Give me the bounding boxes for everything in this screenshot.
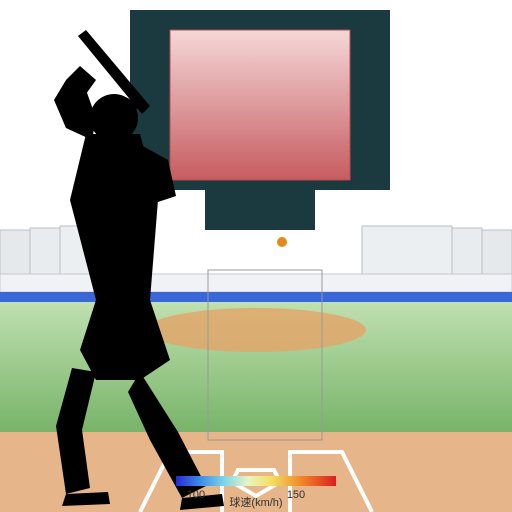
chart-svg: 100 150 球速(km/h)	[0, 0, 512, 512]
colorbar-gradient	[176, 476, 336, 486]
svg-text:150: 150	[287, 489, 305, 501]
pitchers-area	[146, 308, 366, 352]
pitch-markers	[277, 237, 287, 247]
outfield-wall	[0, 274, 512, 292]
stands-right	[362, 226, 512, 274]
colorbar-label: 球速(km/h)	[229, 495, 282, 509]
svg-text:100: 100	[187, 489, 205, 501]
pitch-location-chart: 100 150 球速(km/h)	[0, 0, 512, 512]
scoreboard-tower	[205, 190, 315, 230]
scoreboard-heatmap	[170, 30, 350, 180]
wall-padding	[0, 292, 512, 302]
